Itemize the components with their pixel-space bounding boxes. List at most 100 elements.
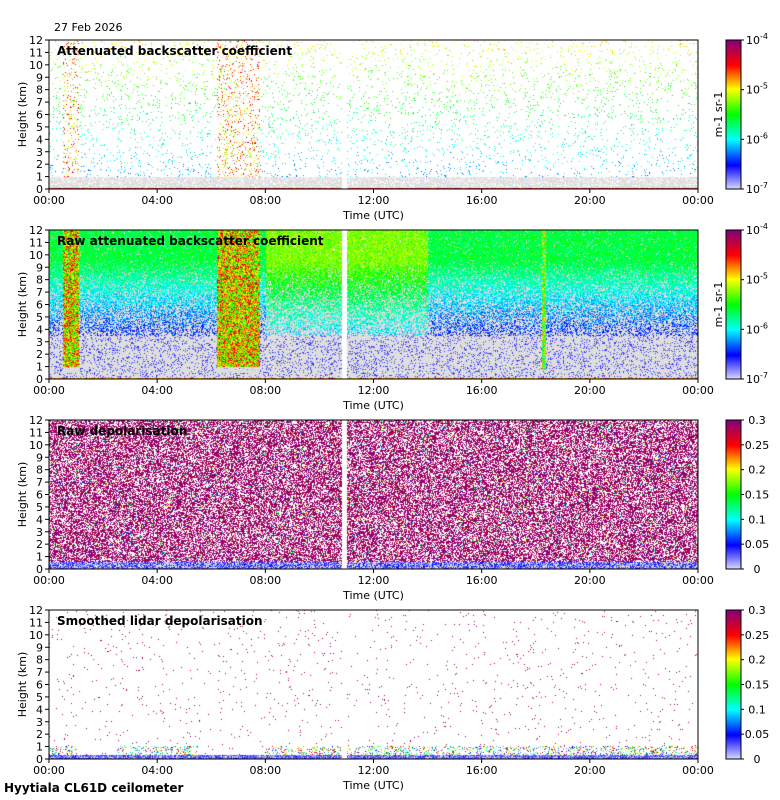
y-tick-label-3-2: 2 <box>36 538 43 551</box>
x-tick-label-1-6: 00:00 <box>682 194 714 207</box>
colorbar-tick-label-4-3: 0.15 <box>745 679 770 692</box>
y-tick-label-4-9: 9 <box>36 641 43 654</box>
y-tick-label-2-11: 11 <box>29 236 43 249</box>
x-tick-label-4-1: 04:00 <box>141 764 173 777</box>
x-tick-label-1-3: 12:00 <box>358 194 390 207</box>
y-tick-label-1-3: 3 <box>36 146 43 159</box>
panel-1: Attenuated backscatter coefficient012345… <box>16 32 768 222</box>
y-tick-label-3-11: 11 <box>29 426 43 439</box>
x-tick-label-1-2: 08:00 <box>249 194 281 207</box>
heatmap-1 <box>49 40 698 189</box>
heatmap-canvas-4 <box>49 610 698 759</box>
x-axis-label-2: Time (UTC) <box>342 399 404 412</box>
y-tick-label-2-9: 9 <box>36 261 43 274</box>
panel-title-4: Smoothed lidar depolarisation <box>57 614 263 628</box>
x-tick-label-3-2: 08:00 <box>249 574 281 587</box>
colorbar-tick-label-2-3: 10-4 <box>746 222 768 237</box>
x-tick-label-2-0: 00:00 <box>33 384 65 397</box>
heatmap-canvas-2 <box>49 230 698 379</box>
y-tick-label-1-1: 1 <box>36 171 43 184</box>
colorbar-tick-label-4-4: 0.2 <box>748 654 766 667</box>
x-tick-label-4-5: 20:00 <box>574 764 606 777</box>
heatmap-canvas-1 <box>49 40 698 189</box>
y-tick-label-4-11: 11 <box>29 616 43 629</box>
x-tick-label-1-0: 00:00 <box>33 194 65 207</box>
y-tick-label-3-3: 3 <box>36 526 43 539</box>
heatmap-3 <box>49 420 698 569</box>
x-tick-label-2-6: 00:00 <box>682 384 714 397</box>
x-tick-label-2-5: 20:00 <box>574 384 606 397</box>
y-tick-label-2-2: 2 <box>36 348 43 361</box>
y-tick-label-3-4: 4 <box>36 513 43 526</box>
colorbar-2 <box>725 229 742 380</box>
colorbar-tick-label-4-1: 0.05 <box>745 728 770 741</box>
y-tick-label-3-8: 8 <box>36 464 43 477</box>
y-tick-label-2-3: 3 <box>36 336 43 349</box>
y-tick-label-4-7: 7 <box>36 666 43 679</box>
x-tick-label-2-3: 12:00 <box>358 384 390 397</box>
footer-site-label: Hyytiala CL61D ceilometer <box>4 781 184 795</box>
colorbar-tick-label-2-2: 10-5 <box>746 272 768 287</box>
heatmap-2 <box>49 230 698 379</box>
colorbar-tick-label-3-6: 0.3 <box>748 414 766 427</box>
y-axis-label-3: Height (km) <box>16 462 29 528</box>
y-tick-label-1-12: 12 <box>29 34 43 47</box>
y-tick-label-4-4: 4 <box>36 703 43 716</box>
y-tick-label-2-4: 4 <box>36 323 43 336</box>
colorbar-4 <box>725 609 742 760</box>
colorbar-tick-label-4-6: 0.3 <box>748 604 766 617</box>
colorbar-tick-label-4-2: 0.1 <box>748 703 766 716</box>
panel-title-1: Attenuated backscatter coefficient <box>57 44 292 58</box>
x-tick-label-3-6: 00:00 <box>682 574 714 587</box>
y-tick-label-1-4: 4 <box>36 133 43 146</box>
date-label: 27 Feb 2026 <box>54 21 123 34</box>
y-tick-label-4-8: 8 <box>36 654 43 667</box>
colorbar-1 <box>725 39 742 190</box>
x-tick-label-3-1: 04:00 <box>141 574 173 587</box>
x-tick-label-1-4: 16:00 <box>466 194 498 207</box>
y-axis-label-1: Height (km) <box>16 82 29 148</box>
y-tick-label-2-8: 8 <box>36 274 43 287</box>
y-tick-label-2-5: 5 <box>36 311 43 324</box>
colorbar-unit-2: m-1 sr-1 <box>712 282 725 328</box>
y-tick-label-3-10: 10 <box>29 439 43 452</box>
y-tick-label-1-5: 5 <box>36 121 43 134</box>
x-tick-label-4-3: 12:00 <box>358 764 390 777</box>
colorbar-unit-1: m-1 sr-1 <box>712 92 725 138</box>
y-tick-label-3-0: 0 <box>36 563 43 576</box>
colorbar-tick-label-4-0: 0 <box>754 753 761 766</box>
colorbar-tick-label-1-0: 10-7 <box>746 181 768 196</box>
panel-title-3: Raw depolarisation <box>57 424 187 438</box>
y-tick-label-3-9: 9 <box>36 451 43 464</box>
y-tick-label-4-6: 6 <box>36 679 43 692</box>
heatmap-canvas-3 <box>49 420 698 569</box>
y-axis-label-2: Height (km) <box>16 272 29 338</box>
x-tick-label-3-3: 12:00 <box>358 574 390 587</box>
colorbar-tick-label-3-4: 0.2 <box>748 464 766 477</box>
y-tick-label-1-10: 10 <box>29 59 43 72</box>
x-tick-label-4-6: 00:00 <box>682 764 714 777</box>
colorbar-tick-label-3-1: 0.05 <box>745 538 770 551</box>
x-tick-label-4-2: 08:00 <box>249 764 281 777</box>
y-tick-label-2-0: 0 <box>36 373 43 386</box>
colorbar-tick-label-1-1: 10-6 <box>746 131 768 146</box>
y-tick-label-2-10: 10 <box>29 249 43 262</box>
x-axis-label-1: Time (UTC) <box>342 209 404 222</box>
heatmap-4 <box>49 610 698 759</box>
y-tick-label-1-2: 2 <box>36 158 43 171</box>
panel-2: Raw attenuated backscatter coefficient 0 1… <box>16 222 768 412</box>
x-tick-label-3-0: 00:00 <box>33 574 65 587</box>
panel-title-2: Raw attenuated backscatter coefficient <box>57 234 324 248</box>
y-tick-label-4-10: 10 <box>29 629 43 642</box>
x-tick-label-2-1: 04:00 <box>141 384 173 397</box>
colorbar-tick-label-1-3: 10-4 <box>746 32 768 47</box>
y-tick-label-4-2: 2 <box>36 728 43 741</box>
y-tick-label-4-3: 3 <box>36 716 43 729</box>
colorbar-tick-label-3-2: 0.1 <box>748 513 766 526</box>
colorbar-tick-label-2-0: 10-7 <box>746 371 768 386</box>
colorbar-tick-label-1-2: 10-5 <box>746 82 768 97</box>
y-tick-label-3-1: 1 <box>36 551 43 564</box>
y-tick-label-4-1: 1 <box>36 741 43 754</box>
colorbar-tick-label-3-3: 0.15 <box>745 489 770 502</box>
